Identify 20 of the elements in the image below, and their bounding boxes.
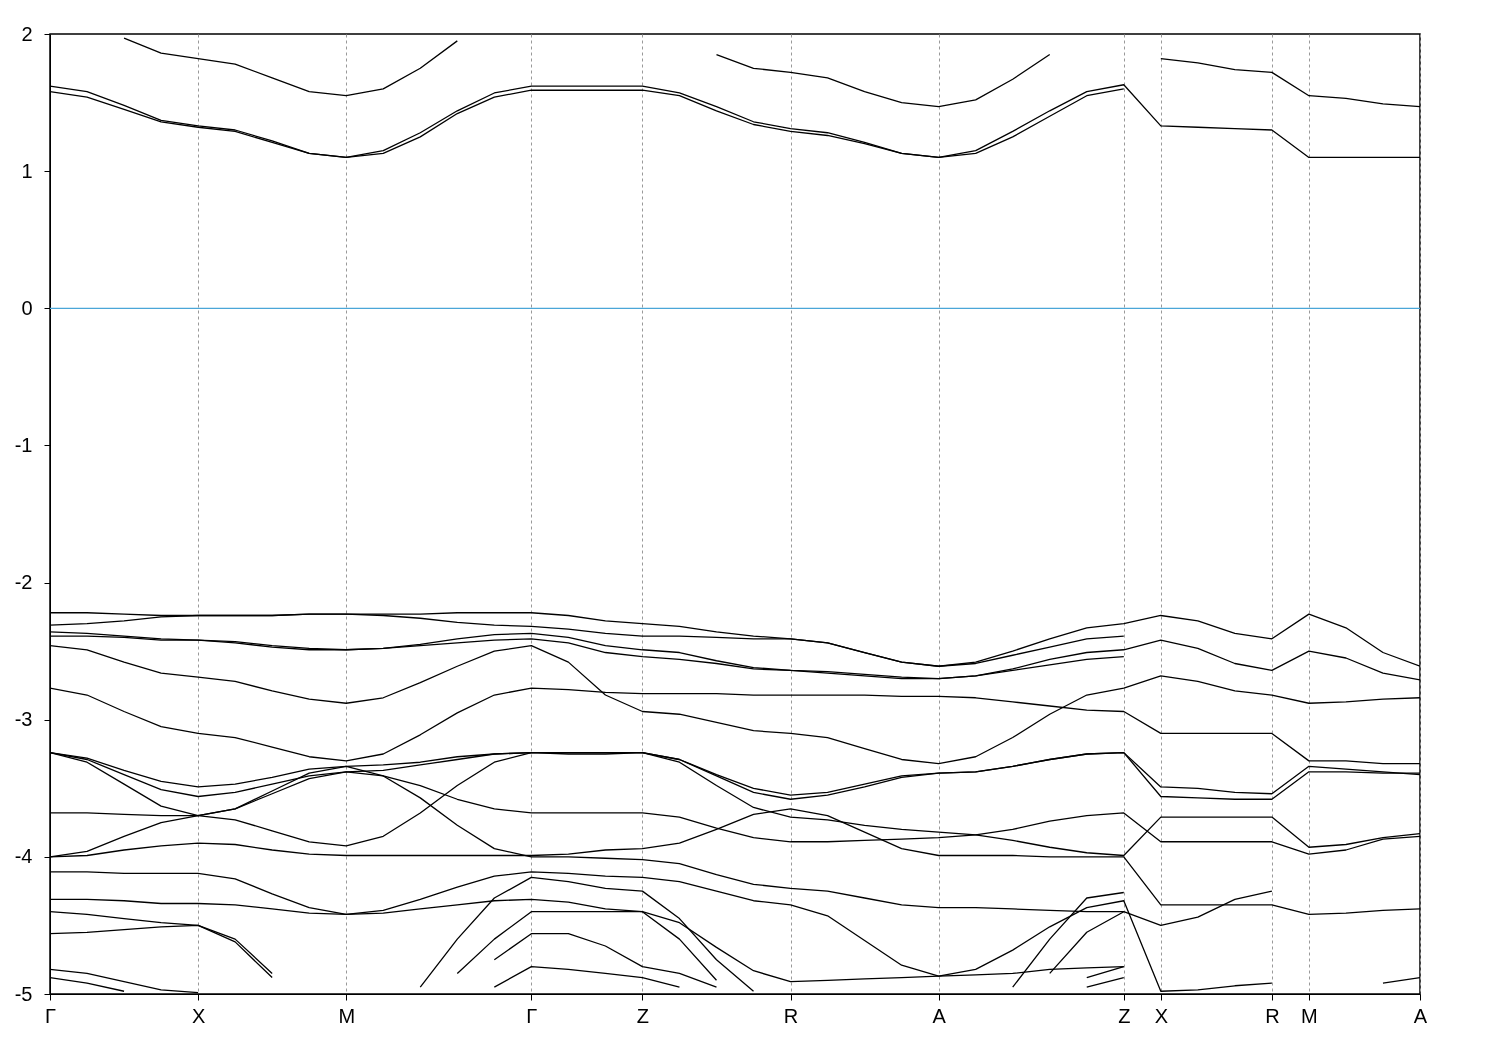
x-tick-label: X (1154, 1004, 1168, 1027)
y-tick-label: 2 (21, 22, 33, 45)
x-tick-label: Γ (44, 1004, 57, 1027)
y-tick-label: -5 (14, 982, 33, 1005)
x-tick-label: Γ (526, 1004, 538, 1027)
x-tick-label: X (191, 1004, 206, 1027)
x-tick-label: A (932, 1004, 947, 1027)
y-tick-label: 0 (21, 296, 33, 319)
x-tick-label: R (1265, 1004, 1280, 1027)
x-tick-label: R (783, 1004, 799, 1027)
x-tick-label: Z (636, 1004, 650, 1027)
x-tick-label: Z (1118, 1004, 1131, 1027)
y-tick-label: 1 (21, 159, 33, 182)
x-tick-label: A (1413, 1004, 1428, 1027)
x-tick-label: M (338, 1004, 356, 1027)
x-tick-label: M (1301, 1004, 1318, 1027)
y-tick-label: -1 (14, 433, 33, 456)
y-tick-label: -2 (14, 571, 33, 594)
y-tick-label: -4 (14, 845, 33, 868)
y-tick-label: -3 (14, 708, 33, 731)
